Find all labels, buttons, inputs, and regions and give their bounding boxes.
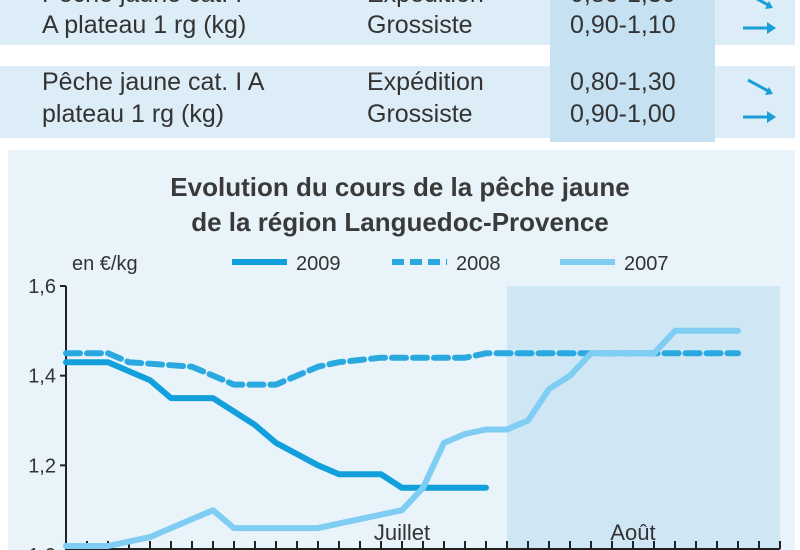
trend-down-arrow-icon xyxy=(755,0,773,9)
table-row-2-market-1: Expédition xyxy=(367,68,484,96)
legend-label-2008: 2008 xyxy=(456,253,501,275)
august-band xyxy=(507,286,780,550)
table-row-2-product-line-2: plateau 1 rg (kg) xyxy=(42,100,225,128)
month-label: Août xyxy=(610,520,655,545)
table-row-1-product-line-2: A plateau 1 rg (kg) xyxy=(42,11,247,39)
price-table: Pêche jaune cat. I A plateau 1 rg (kg) E… xyxy=(0,0,800,142)
table-row-2-price-2: 0,90-1,00 xyxy=(570,100,676,128)
y-tick-label: 1,0 xyxy=(28,545,56,550)
table-row-2-price-1: 0,80-1,30 xyxy=(570,68,676,96)
table-row-1-product-line-1: Pêche jaune cat. I xyxy=(42,0,242,10)
trend-stable-arrow-icon xyxy=(743,22,776,34)
series-line-2007 xyxy=(63,327,741,549)
month-label: Juillet xyxy=(374,520,430,545)
table-row-1-market-1: Expédition xyxy=(367,0,484,10)
trend-down-arrow-icon xyxy=(747,78,773,95)
table-row-1-market-2: Grossiste xyxy=(367,11,473,39)
table-row-2-product-line-1: Pêche jaune cat. I A xyxy=(42,68,265,96)
legend-label-2007: 2007 xyxy=(624,253,669,275)
y-tick-label: 1,4 xyxy=(28,366,56,388)
price-column-background xyxy=(550,0,715,142)
y-tick-label: 1,6 xyxy=(28,276,56,298)
trend-stable-arrow-icon xyxy=(743,111,776,123)
series-line-2009 xyxy=(63,359,489,491)
y-axis-label: en €/kg xyxy=(72,253,138,275)
table-row-1-price-1: 0,80-1,30 xyxy=(570,0,676,10)
table-row-1-price-2: 0,90-1,10 xyxy=(570,11,676,39)
chart-title-line-1: Evolution du cours de la pêche jaune xyxy=(170,172,630,202)
legend-label-2009: 2009 xyxy=(296,253,341,275)
chart-title-line-2: de la région Languedoc-Provence xyxy=(191,207,609,237)
table-row-2-market-2: Grossiste xyxy=(367,100,473,128)
y-tick-label: 1,2 xyxy=(28,455,56,477)
